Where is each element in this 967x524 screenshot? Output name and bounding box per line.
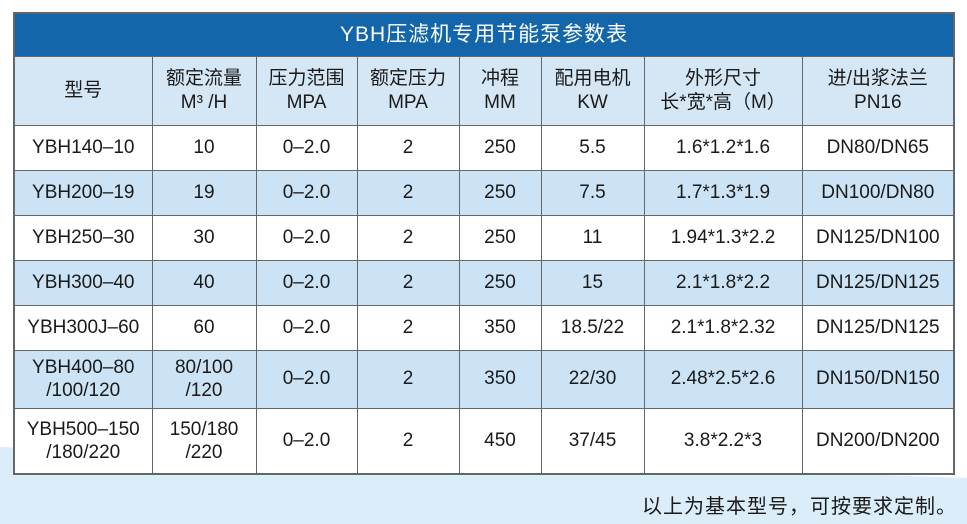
cell-flow: 30 bbox=[151, 214, 257, 261]
cell-rated-pressure: 2 bbox=[356, 214, 460, 261]
cell-rated-pressure: 2 bbox=[356, 349, 460, 409]
cell-pressure-range: 0–2.0 bbox=[255, 124, 358, 171]
cell-pressure-range: 0–2.0 bbox=[255, 407, 358, 475]
table-title-row: YBH压滤机专用节能泵参数表 bbox=[13, 12, 955, 57]
cell-model: YBH500–150 /180/220 bbox=[13, 407, 153, 475]
cell-flange: DN80/DN65 bbox=[801, 124, 955, 171]
col-header-stroke: 冲程 MM bbox=[458, 55, 542, 126]
cell-model: YBH140–10 bbox=[13, 124, 153, 171]
table-row: YBH200–19 19 0–2.0 2 250 7.5 1.7*1.3*1.9… bbox=[13, 169, 955, 216]
cell-stroke: 250 bbox=[458, 169, 542, 216]
cell-stroke: 350 bbox=[458, 304, 542, 351]
cell-motor-kw: 7.5 bbox=[540, 169, 645, 216]
cell-motor-kw: 37/45 bbox=[540, 407, 645, 475]
cell-flange: DN125/DN125 bbox=[801, 259, 955, 306]
cell-pressure-range: 0–2.0 bbox=[255, 259, 358, 306]
cell-dimensions: 2.1*1.8*2.32 bbox=[643, 304, 803, 351]
col-header-flange: 进/出浆法兰 PN16 bbox=[801, 55, 955, 126]
table-row: YBH400–80 /100/120 80/100 /120 0–2.0 2 3… bbox=[13, 349, 955, 409]
cell-motor-kw: 22/30 bbox=[540, 349, 645, 409]
cell-motor-kw: 15 bbox=[540, 259, 645, 306]
cell-flow: 19 bbox=[151, 169, 257, 216]
pump-parameter-table: YBH压滤机专用节能泵参数表 型号 额定流量 M³ /H 压力范围 MPA 额定… bbox=[13, 12, 956, 475]
cell-flange: DN200/DN200 bbox=[801, 407, 955, 475]
cell-motor-kw: 11 bbox=[540, 214, 645, 261]
col-header-pressure-range: 压力范围 MPA bbox=[255, 55, 358, 126]
cell-model: YBH300J–60 bbox=[13, 304, 153, 351]
table-title: YBH压滤机专用节能泵参数表 bbox=[13, 12, 955, 57]
table-row: YBH300J–60 60 0–2.0 2 350 18.5/22 2.1*1.… bbox=[13, 304, 955, 351]
cell-dimensions: 1.6*1.2*1.6 bbox=[643, 124, 803, 171]
cell-stroke: 250 bbox=[458, 214, 542, 261]
cell-model: YBH400–80 /100/120 bbox=[13, 349, 153, 409]
cell-flow: 80/100 /120 bbox=[151, 349, 257, 409]
cell-rated-pressure: 2 bbox=[356, 259, 460, 306]
cell-dimensions: 2.1*1.8*2.2 bbox=[643, 259, 803, 306]
cell-dimensions: 1.94*1.3*2.2 bbox=[643, 214, 803, 261]
col-header-motor-kw: 配用电机 KW bbox=[540, 55, 645, 126]
table-row: YBH500–150 /180/220 150/180 /220 0–2.0 2… bbox=[13, 407, 955, 475]
cell-rated-pressure: 2 bbox=[356, 169, 460, 216]
cell-rated-pressure: 2 bbox=[356, 407, 460, 475]
cell-model: YBH250–30 bbox=[13, 214, 153, 261]
cell-model: YBH200–19 bbox=[13, 169, 153, 216]
cell-flow: 40 bbox=[151, 259, 257, 306]
cell-flow: 10 bbox=[151, 124, 257, 171]
cell-flange: DN125/DN125 bbox=[801, 304, 955, 351]
cell-pressure-range: 0–2.0 bbox=[255, 349, 358, 409]
cell-pressure-range: 0–2.0 bbox=[255, 169, 358, 216]
cell-model: YBH300–40 bbox=[13, 259, 153, 306]
cell-flow: 60 bbox=[151, 304, 257, 351]
cell-dimensions: 2.48*2.5*2.6 bbox=[643, 349, 803, 409]
footer-note: 以上为基本型号，可按要求定制。 bbox=[642, 496, 957, 518]
cell-stroke: 250 bbox=[458, 124, 542, 171]
cell-rated-pressure: 2 bbox=[356, 124, 460, 171]
cell-flange: DN100/DN80 bbox=[801, 169, 955, 216]
table-row: YBH250–30 30 0–2.0 2 250 11 1.94*1.3*2.2… bbox=[13, 214, 955, 261]
cell-flange: DN125/DN100 bbox=[801, 214, 955, 261]
table-row: YBH140–10 10 0–2.0 2 250 5.5 1.6*1.2*1.6… bbox=[13, 124, 955, 171]
table-header-row: 型号 额定流量 M³ /H 压力范围 MPA 额定压力 MPA 冲程 MM 配用… bbox=[13, 55, 955, 126]
col-header-rated-pressure: 额定压力 MPA bbox=[356, 55, 460, 126]
cell-flow: 150/180 /220 bbox=[151, 407, 257, 475]
cell-stroke: 350 bbox=[458, 349, 542, 409]
cell-stroke: 450 bbox=[458, 407, 542, 475]
cell-pressure-range: 0–2.0 bbox=[255, 304, 358, 351]
cell-motor-kw: 18.5/22 bbox=[540, 304, 645, 351]
cell-rated-pressure: 2 bbox=[356, 304, 460, 351]
cell-stroke: 250 bbox=[458, 259, 542, 306]
col-header-model: 型号 bbox=[13, 55, 153, 126]
cell-dimensions: 3.8*2.2*3 bbox=[643, 407, 803, 475]
cell-pressure-range: 0–2.0 bbox=[255, 214, 358, 261]
cell-flange: DN150/DN150 bbox=[801, 349, 955, 409]
col-header-dimensions: 外形尺寸 长*宽*高（M） bbox=[643, 55, 803, 126]
col-header-rated-flow: 额定流量 M³ /H bbox=[151, 55, 257, 126]
table-row: YBH300–40 40 0–2.0 2 250 15 2.1*1.8*2.2 … bbox=[13, 259, 955, 306]
cell-motor-kw: 5.5 bbox=[540, 124, 645, 171]
cell-dimensions: 1.7*1.3*1.9 bbox=[643, 169, 803, 216]
